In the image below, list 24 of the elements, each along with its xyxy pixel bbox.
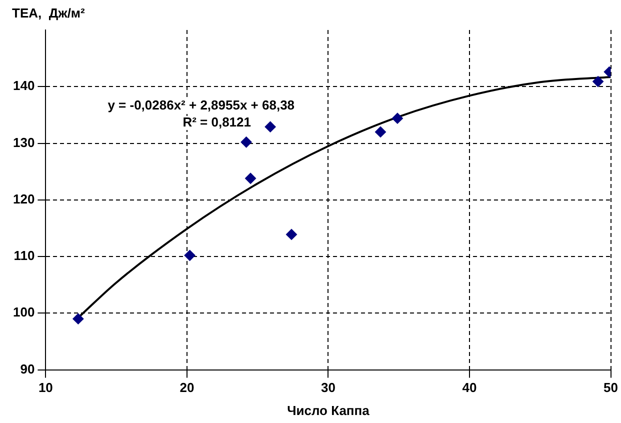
y-tick-label: 120 <box>12 191 35 206</box>
x-tick-label: 20 <box>180 380 194 396</box>
point <box>375 126 386 138</box>
x-tick-label: 40 <box>462 380 477 396</box>
y-tick-label: 110 <box>14 248 35 264</box>
point <box>245 172 256 184</box>
y-tick-label: 140 <box>12 78 35 94</box>
y-tick-label: 90 <box>20 361 35 376</box>
y-tick-label: 130 <box>12 134 35 150</box>
annotation: y = -0,0286x² + 2,8955x + 68,38 <box>108 98 295 113</box>
y-tick-label: 100 <box>12 304 35 320</box>
point <box>72 313 84 324</box>
point <box>286 228 297 240</box>
annotation: R² = 0,8121 <box>182 114 251 130</box>
x-tick-label: 30 <box>320 380 336 396</box>
point <box>392 112 403 124</box>
point <box>240 136 252 148</box>
y-axis-title: ТЕА, Дж/м² <box>12 6 86 21</box>
point <box>184 250 196 261</box>
point <box>592 76 604 88</box>
x-tick-label: 10 <box>38 380 53 396</box>
x-tick-label: 50 <box>604 380 618 396</box>
x-axis-title: Число Каппа <box>287 402 370 418</box>
point <box>264 121 276 132</box>
